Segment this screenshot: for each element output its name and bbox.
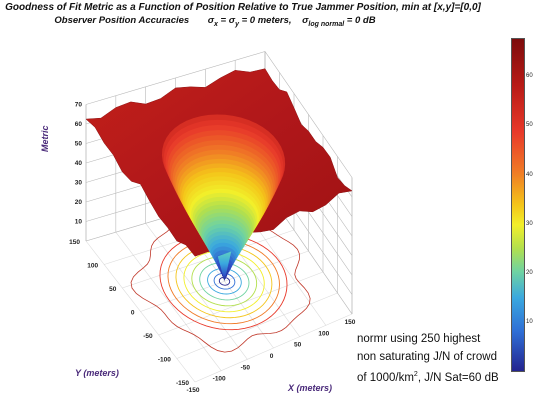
y-tick-3: 0: [131, 310, 135, 317]
x-tick-0: -150: [186, 387, 199, 394]
z-tick-6: 70: [75, 102, 83, 109]
colorbar-tick-3: 40: [526, 171, 533, 178]
colorbar: [511, 38, 525, 372]
y-tick-0: -150: [176, 380, 189, 387]
x-axis-label: X (meters): [288, 383, 333, 393]
colorbar-tick-2: 30: [526, 220, 533, 227]
note-line-2: non saturating J/N of crowd: [357, 351, 497, 363]
subscript-y: y: [235, 20, 239, 28]
subscript-x: x: [214, 20, 218, 28]
chart-title: Goodness of Fit Metric as a Function of …: [5, 2, 481, 13]
x-tick-4: 50: [294, 342, 302, 349]
y-floor-gridline-1: [176, 292, 338, 359]
subscript-log-normal: log normal: [308, 20, 345, 28]
sigma-symbol-2: σ: [302, 15, 309, 26]
y-axis-label: Y (meters): [75, 368, 119, 378]
z-axis-label: Metric: [40, 125, 50, 152]
y-tick-1: -100: [158, 357, 171, 364]
x-tick-5: 100: [318, 330, 329, 337]
z-tick-0: 10: [75, 219, 83, 226]
colorbar-tick-1: 20: [526, 269, 533, 276]
z-tick-2: 30: [75, 180, 83, 187]
z-tick-5: 60: [75, 121, 83, 128]
note-line-3-pre: of 1000/km: [357, 371, 414, 384]
note-line-3: of 1000/km2, J/N Sat=60 dB: [357, 366, 527, 387]
subtitle-eq3: = 0 dB: [344, 15, 376, 26]
colorbar-tick-4: 50: [526, 122, 533, 129]
subtitle-eq2: = 0 meters,: [238, 15, 292, 26]
x-tick-6: 150: [345, 319, 356, 326]
x-tick-3: 0: [270, 353, 274, 360]
colorbar-tick-0: 10: [526, 318, 533, 325]
annotation-note: normr using 250 highest non saturating J…: [357, 330, 527, 387]
sigma-symbol: σ: [207, 15, 215, 26]
y-tick-6: 150: [69, 239, 80, 246]
y-floor-gridline-0: [194, 313, 353, 383]
z-tick-4: 50: [75, 141, 83, 148]
z-tick-1: 20: [75, 199, 83, 206]
y-tick-4: 50: [109, 286, 117, 293]
subtitle-prefix: Observer Position Accuracies: [54, 15, 190, 26]
y-tick-5: 100: [87, 263, 98, 270]
note-line-1: normr using 250 highest: [357, 333, 481, 345]
tick-labels: 10 20 30 40 50 60 70 -150 -100 -50 0 50 100 150 -150 -1…: [69, 102, 356, 395]
z-tick-3: 40: [75, 160, 83, 167]
note-line-3-post: , J/N Sat=60 dB: [417, 371, 499, 384]
funnel-cone: [217, 251, 232, 282]
colorbar-tick-5: 60: [526, 73, 533, 80]
surface: [85, 68, 353, 282]
chart-subtitle: Observer Position Accuracies σx = σy = 0…: [0, 15, 430, 28]
x-tick-1: -100: [213, 376, 226, 383]
note-line-3-sup: 2: [413, 371, 418, 378]
subtitle-eq1: = σ: [217, 15, 236, 26]
y-tick-2: -50: [143, 333, 153, 340]
x-tick-2: -50: [241, 364, 251, 371]
